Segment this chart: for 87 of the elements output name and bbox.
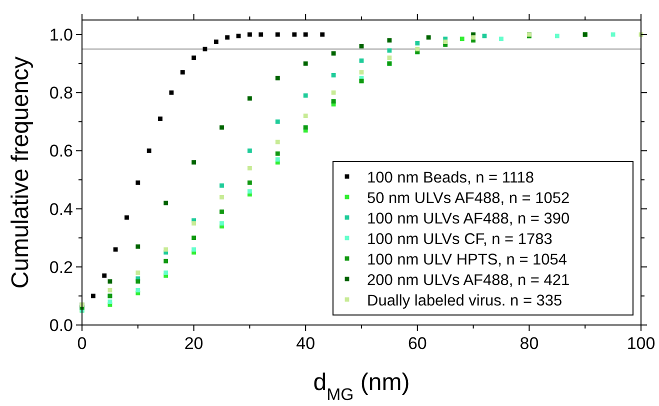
- point: [136, 279, 140, 284]
- point: [387, 56, 392, 60]
- point: [169, 90, 174, 95]
- point: [460, 36, 464, 42]
- point: [303, 61, 308, 66]
- x-axis-title: d$_{MG}$ (nm): [313, 369, 410, 404]
- point: [331, 72, 336, 78]
- point: [415, 41, 420, 46]
- point: [499, 36, 504, 42]
- point: [292, 32, 297, 37]
- point: [331, 51, 336, 56]
- legend-label: 100 nm ULVs CF, n = 1783: [367, 231, 552, 248]
- point: [275, 76, 280, 80]
- point: [180, 70, 185, 74]
- point: [192, 236, 196, 240]
- point: [136, 244, 140, 249]
- point: [220, 221, 224, 226]
- x-tick-label: 0: [77, 334, 87, 353]
- point: [415, 46, 420, 52]
- y-tick-label: 0.6: [49, 142, 73, 161]
- point: [220, 210, 224, 214]
- point: [275, 32, 280, 37]
- y-tick-label: 0.8: [49, 84, 73, 103]
- point: [90, 294, 96, 298]
- point: [108, 279, 112, 284]
- x-tick-label: 20: [184, 334, 204, 353]
- point: [248, 166, 252, 170]
- point: [124, 215, 129, 220]
- point: [164, 247, 168, 252]
- point: [192, 160, 196, 165]
- point: [214, 40, 218, 44]
- point: [108, 300, 112, 304]
- point: [610, 32, 616, 37]
- legend-label: 100 nm ULV HPTS, n = 1054: [367, 252, 568, 268]
- legend-label: 100 nm ULVs AF488, n = 390: [367, 210, 570, 228]
- point: [275, 119, 280, 124]
- point: [136, 180, 140, 185]
- point: [359, 58, 364, 63]
- point: [220, 194, 224, 200]
- point: [331, 90, 336, 95]
- point: [220, 183, 224, 188]
- point: [225, 35, 230, 40]
- point: [554, 34, 560, 38]
- point: [303, 32, 308, 37]
- point: [248, 189, 252, 194]
- x-tick-label: 40: [296, 334, 316, 353]
- x-tick-label: 60: [408, 334, 427, 353]
- point: [320, 32, 325, 37]
- x-tick-label: 80: [520, 334, 539, 353]
- point: [192, 247, 196, 252]
- point: [426, 35, 431, 40]
- point: [258, 32, 264, 37]
- legend-label: 100 nm Beads, n = 1118: [367, 170, 534, 186]
- point: [192, 221, 196, 226]
- point: [359, 44, 364, 48]
- text: 0.0: [49, 316, 73, 335]
- point: [136, 270, 140, 275]
- point: [248, 180, 252, 185]
- point: [146, 148, 152, 153]
- point: [248, 148, 252, 153]
- point: [164, 200, 168, 206]
- point: [158, 116, 162, 121]
- point: [471, 35, 476, 40]
- point: [192, 56, 196, 60]
- y-axis-title: Cumulative frequency: [7, 56, 34, 289]
- point: [220, 125, 224, 130]
- point: [164, 270, 168, 275]
- point: [164, 258, 168, 264]
- point: [275, 151, 280, 156]
- y-tick-label: 0.2: [49, 258, 73, 277]
- point: [275, 157, 280, 162]
- legend-label: 50 nm ULVs AF488, n = 1052: [367, 190, 570, 207]
- point: [102, 273, 107, 278]
- x-tick-label: 100: [626, 334, 656, 353]
- point: [136, 288, 140, 292]
- point: [248, 32, 252, 37]
- point: [275, 140, 280, 144]
- point: [387, 38, 392, 43]
- y-tick-label: 0.4: [49, 200, 73, 219]
- point: [248, 96, 252, 101]
- y-tick-label: 1.0: [49, 26, 73, 45]
- point: [303, 114, 308, 118]
- point: [303, 93, 308, 98]
- legend-label: 200 nm ULVs AF488, n = 421: [367, 272, 570, 289]
- point: [108, 288, 112, 292]
- legend-label: Dually labeled virus. n = 335: [367, 292, 562, 310]
- point: [359, 70, 364, 74]
